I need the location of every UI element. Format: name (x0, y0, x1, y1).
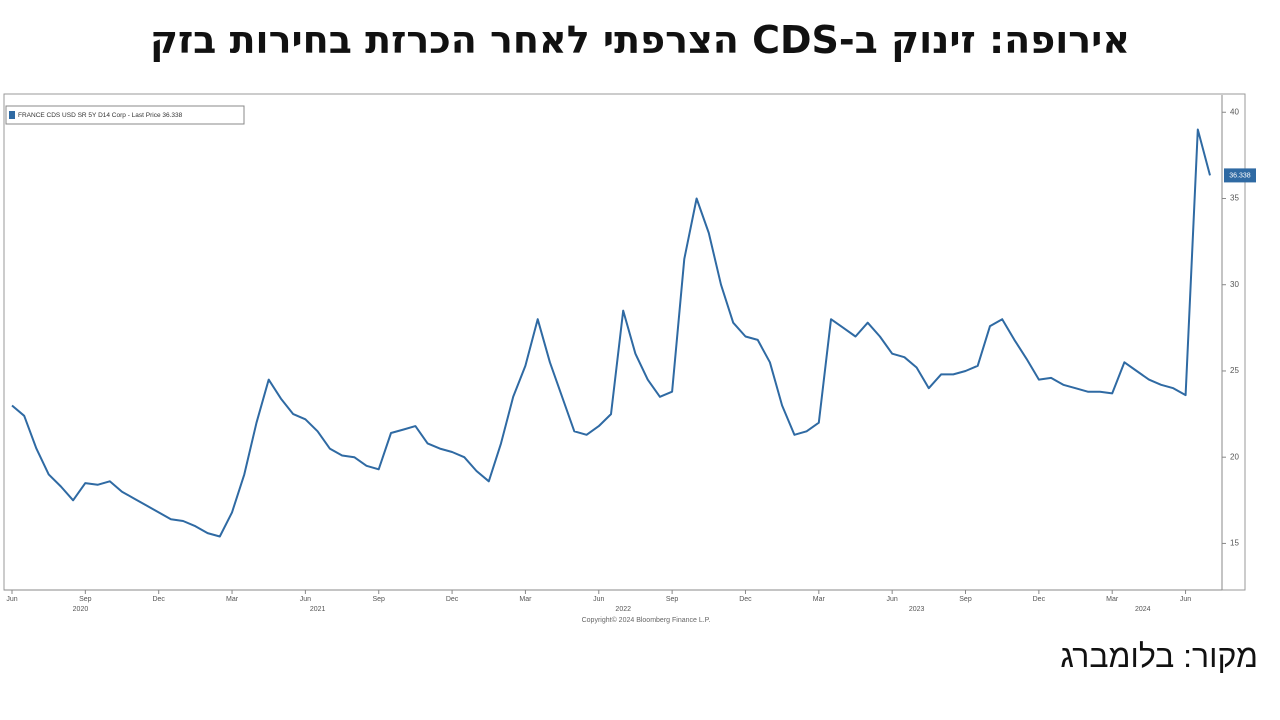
y-tick-label: 35 (1230, 194, 1239, 203)
y-tick-label: 15 (1230, 539, 1239, 548)
x-tick-label: Mar (813, 596, 826, 603)
y-tick-label: 30 (1230, 280, 1239, 289)
year-label: 2024 (1135, 606, 1151, 613)
price-line (11, 128, 1211, 538)
y-tick-label: 25 (1230, 366, 1239, 375)
x-tick-label: Dec (1033, 596, 1046, 603)
x-tick-label: Mar (519, 596, 532, 603)
x-tick-label: Dec (446, 596, 459, 603)
y-tick-label: 20 (1230, 452, 1239, 461)
x-tick-label: Dec (739, 596, 752, 603)
source: מקור: בלומברג (1060, 638, 1258, 674)
x-tick-label: Sep (666, 596, 679, 603)
plot-frame (3, 93, 1246, 591)
x-tick-label: Jun (887, 596, 898, 603)
year-label: 2023 (909, 606, 925, 613)
year-label: 2020 (73, 606, 89, 613)
x-tick-label: Mar (226, 596, 239, 603)
x-tick-label: Sep (373, 596, 386, 603)
legend-box (5, 105, 245, 125)
x-tick-label: Jun (593, 596, 604, 603)
title: אירופה: זינוק ב-CDS הצרפתי לאחר הכרזת בח… (149, 18, 1131, 62)
x-tick-label: Dec (152, 596, 165, 603)
x-tick-label: Jun (1180, 596, 1191, 603)
y-tick-label: 40 (1230, 107, 1239, 116)
x-tick-label: Jun (300, 596, 311, 603)
x-tick-label: Jun (6, 596, 17, 603)
x-tick-label: Mar (1106, 596, 1119, 603)
legend-swatch (9, 111, 15, 119)
x-tick-label: Sep (79, 596, 92, 603)
x-tick-label: Sep (959, 596, 972, 603)
chart: Copyright© 2024 Bloomberg Finance L.P. 1… (3, 93, 1256, 624)
footnote: Copyright© 2024 Bloomberg Finance L.P. (582, 616, 711, 624)
year-label: 2022 (615, 606, 631, 613)
legend-label: FRANCE CDS USD SR 5Y D14 Corp - Last Pri… (18, 112, 183, 119)
last-price-label: 36.338 (1229, 172, 1251, 179)
last-price-box (1224, 168, 1256, 183)
year-label: 2021 (310, 606, 326, 613)
